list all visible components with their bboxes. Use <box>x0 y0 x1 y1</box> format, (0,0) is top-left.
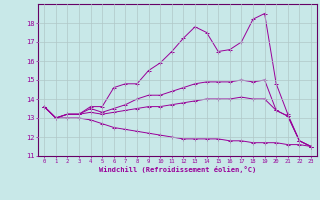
X-axis label: Windchill (Refroidissement éolien,°C): Windchill (Refroidissement éolien,°C) <box>99 166 256 173</box>
